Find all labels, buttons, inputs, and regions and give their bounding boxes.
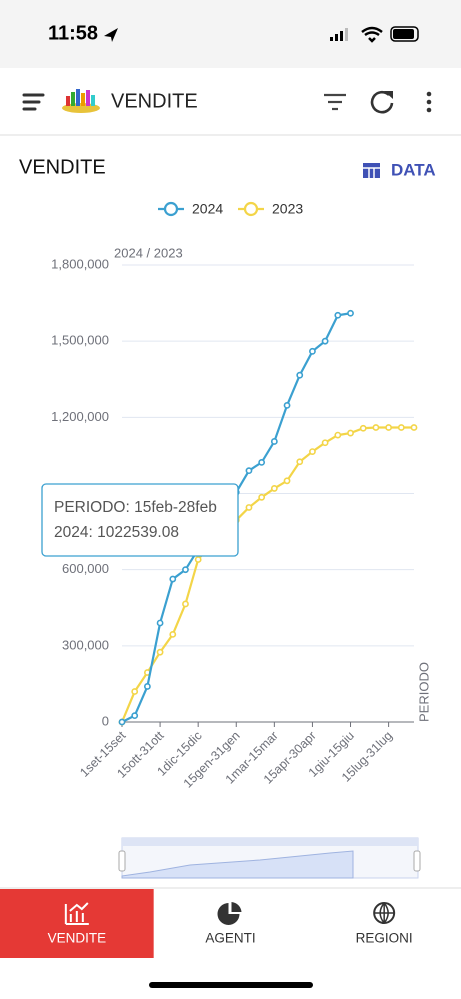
data-point	[258, 493, 266, 501]
y-tick-label: 1,200,000	[51, 409, 109, 424]
refresh-button[interactable]	[370, 90, 394, 114]
zoom-slider[interactable]	[118, 837, 421, 879]
legend-swatch-point	[163, 201, 179, 217]
data-point	[359, 424, 367, 432]
signal-icon	[330, 28, 348, 41]
x-axis-label: PERIODO	[416, 662, 431, 722]
data-point	[309, 448, 316, 456]
app-logo	[62, 89, 100, 113]
data-point	[397, 424, 405, 431]
nav-label[interactable]: AGENTI	[205, 931, 255, 946]
slider-preview	[121, 850, 354, 879]
data-point	[131, 688, 139, 695]
tooltip-line: 2024: 1022539.08	[54, 524, 179, 541]
nav-icon	[373, 902, 396, 924]
nav-label[interactable]: REGIONI	[356, 931, 413, 946]
series-line	[120, 426, 414, 723]
data-button[interactable]: DATA	[363, 160, 436, 179]
nav-icon-globe-lines	[374, 902, 395, 924]
more-button[interactable]	[426, 91, 432, 113]
chart: 0300,000600,000900,0001,200,0001,500,000…	[41, 201, 431, 791]
nav-label[interactable]: VENDITE	[48, 931, 107, 946]
data-point	[334, 311, 342, 319]
data-point	[347, 429, 354, 437]
data-point	[321, 439, 329, 447]
data-point	[321, 337, 329, 345]
data-point	[309, 347, 316, 355]
data-point	[143, 683, 151, 690]
nav-icon-chart	[64, 902, 89, 925]
data-point	[258, 458, 266, 466]
data-point	[296, 458, 304, 466]
bottom-nav: VENDITE AGENTI REGIONI	[0, 889, 413, 958]
status-bar	[0, 0, 461, 68]
data-point	[270, 485, 278, 492]
data-point	[283, 402, 291, 409]
battery-level	[393, 29, 414, 39]
y-tick-label: 300,000	[62, 637, 109, 652]
menu-button[interactable]	[22, 93, 45, 111]
legend-swatch-point	[243, 201, 259, 217]
filter-button[interactable]	[324, 93, 346, 111]
legend-label[interactable]: 2024	[192, 201, 223, 217]
data-point	[283, 477, 291, 485]
data-point	[169, 631, 177, 638]
data-point	[182, 600, 189, 608]
location-icon	[104, 28, 118, 42]
data-point	[169, 575, 177, 583]
nav-icon-pie	[217, 902, 242, 925]
data-point	[182, 566, 189, 574]
wifi-icon	[361, 26, 383, 43]
slider-handle-left[interactable]	[118, 850, 126, 872]
data-point	[410, 424, 418, 431]
y-tick-label: 600,000	[62, 561, 109, 576]
data-point	[296, 371, 304, 379]
slider-handle-right[interactable]	[413, 850, 421, 872]
y-axis-label: 2024 / 2023	[114, 245, 183, 260]
data-point	[131, 712, 139, 720]
data-point	[245, 467, 253, 475]
data-point	[245, 504, 253, 511]
section-title: VENDITE	[19, 156, 106, 178]
nav-icon	[217, 902, 242, 925]
tooltip	[41, 483, 239, 557]
data-point	[156, 648, 164, 656]
data-point	[347, 309, 354, 317]
data-point	[156, 619, 164, 627]
y-tick-label: 1,800,000	[51, 256, 109, 271]
y-tick-label: 1,500,000	[51, 333, 109, 348]
battery-icon	[390, 26, 419, 42]
tooltip-line: PERIODO: 15feb-28feb	[54, 499, 217, 516]
home-indicator	[149, 982, 313, 988]
legend-label[interactable]: 2023	[272, 201, 303, 217]
status-time: 11:58	[48, 22, 98, 44]
data-point	[194, 556, 202, 563]
app-title: VENDITE	[111, 90, 198, 112]
data-point	[118, 718, 126, 726]
data-point	[385, 424, 393, 431]
slider-bar	[122, 838, 418, 846]
data-point	[372, 424, 380, 431]
data-point	[270, 438, 278, 445]
y-tick-label: 0	[102, 713, 109, 728]
nav-icon	[64, 902, 89, 925]
data-button-label: DATA	[391, 160, 436, 179]
data-point	[334, 431, 342, 439]
